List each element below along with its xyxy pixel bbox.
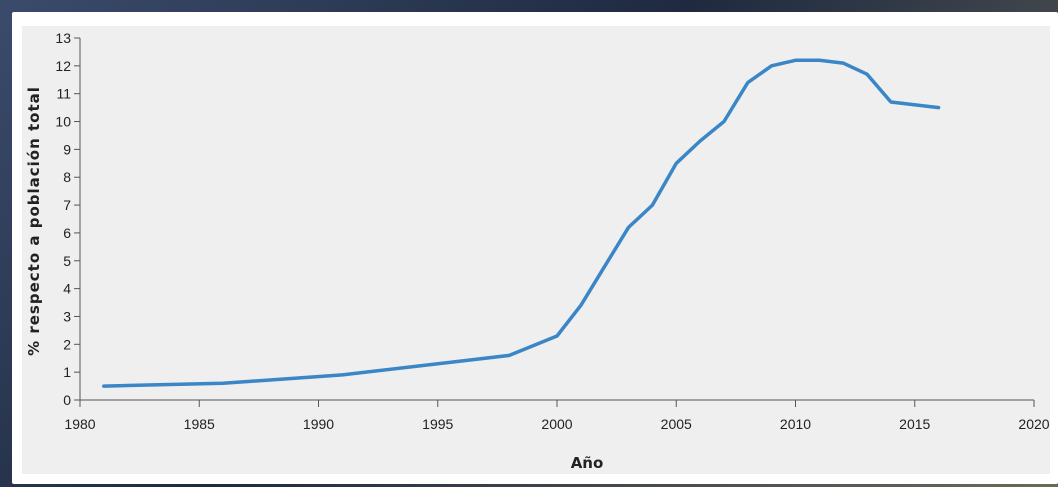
y-tick-label: 13 bbox=[55, 30, 71, 46]
x-tick-label: 2015 bbox=[899, 416, 930, 432]
x-tick-label: 1995 bbox=[422, 416, 453, 432]
y-tick-label: 2 bbox=[63, 336, 71, 352]
x-tick-label: 1980 bbox=[64, 416, 95, 432]
y-tick-label: 7 bbox=[63, 197, 71, 213]
y-tick-label: 12 bbox=[55, 58, 71, 74]
y-tick-label: 1 bbox=[63, 364, 71, 380]
x-tick-label: 2005 bbox=[661, 416, 692, 432]
x-tick-label: 2010 bbox=[780, 416, 811, 432]
series-group bbox=[102, 58, 941, 388]
series-line bbox=[102, 58, 941, 388]
y-tick-label: 9 bbox=[63, 141, 71, 157]
x-tick-label: 1985 bbox=[184, 416, 215, 432]
y-tick-label: 8 bbox=[63, 169, 71, 185]
y-tick-label: 3 bbox=[63, 308, 71, 324]
x-axis-title: Año bbox=[571, 454, 604, 472]
x-ticks: 1980 1985 1990 1995 2000 2005 2010 2015 2020 bbox=[64, 400, 1050, 432]
y-axis-title: % respecto a población total bbox=[25, 86, 43, 356]
y-tick-label: 5 bbox=[63, 253, 71, 269]
y-tick-label: 0 bbox=[63, 392, 71, 408]
x-tick-label: 1990 bbox=[303, 416, 334, 432]
y-tick-label: 11 bbox=[56, 86, 71, 102]
x-tick-label: 2020 bbox=[1018, 416, 1049, 432]
y-tick-label: 6 bbox=[63, 225, 71, 241]
y-tick-label: 4 bbox=[63, 281, 71, 297]
x-tick-label: 2000 bbox=[541, 416, 572, 432]
y-tick-label: 10 bbox=[55, 114, 71, 130]
plot-area bbox=[22, 26, 1050, 474]
